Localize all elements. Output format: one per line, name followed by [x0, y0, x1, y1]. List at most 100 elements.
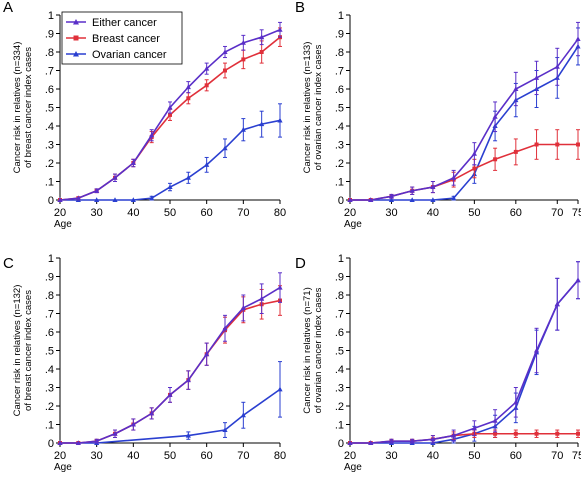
- series-line: [350, 38, 579, 201]
- y-tick-label: .6: [45, 327, 54, 339]
- y-tick-label: .8: [335, 47, 344, 59]
- x-tick-label: 60: [201, 207, 213, 219]
- y-tick-label: .2: [335, 401, 344, 413]
- data-point-triangle: [492, 113, 498, 119]
- x-tick-label: 50: [468, 450, 480, 462]
- y-tick-label: 1: [338, 10, 344, 22]
- y-axis-label: Cancer risk in relatives (n=132)of breas…: [12, 285, 34, 417]
- data-point-triangle: [277, 386, 283, 392]
- data-point-triangle: [554, 64, 560, 69]
- data-point-triangle: [409, 438, 415, 444]
- x-tick-label: 80: [274, 450, 286, 462]
- data-point-square: [534, 142, 539, 147]
- x-tick-label: 30: [385, 450, 397, 462]
- y-tick-label: .3: [45, 140, 54, 152]
- x-tick-label: 70: [237, 207, 249, 219]
- x-tick-label: 70: [551, 450, 563, 462]
- data-point-triangle: [388, 193, 395, 199]
- x-tick-label: 30: [91, 207, 103, 219]
- data-point-triangle: [240, 305, 246, 310]
- y-tick-label: .4: [335, 364, 344, 376]
- data-point-triangle: [185, 175, 191, 180]
- x-tick-label: 70: [237, 450, 249, 462]
- y-tick-label: 1: [48, 253, 54, 265]
- data-point-triangle: [388, 197, 395, 202]
- x-tick-label: 75: [572, 450, 581, 462]
- series-either: [57, 272, 283, 445]
- y-axis-label: Cancer risk in relatives (n=133)of ovari…: [302, 42, 324, 174]
- x-tick-label: 70: [551, 207, 563, 219]
- panel-label: D: [295, 255, 306, 272]
- data-point-triangle: [533, 75, 540, 80]
- data-point-square: [186, 96, 191, 101]
- y-tick-label: .9: [335, 29, 344, 41]
- data-point-triangle: [130, 197, 136, 202]
- data-point-triangle: [57, 197, 63, 202]
- legend-marker: [73, 35, 79, 41]
- data-point-triangle: [451, 175, 457, 180]
- data-point-square: [241, 57, 246, 62]
- y-tick-label: 0: [48, 438, 54, 450]
- data-point-triangle: [94, 187, 100, 193]
- data-point-triangle: [451, 195, 457, 201]
- x-axis-label: Age: [54, 219, 72, 230]
- x-tick-label: 30: [385, 207, 397, 219]
- x-tick-label: 75: [572, 207, 581, 219]
- data-point-triangle: [185, 84, 191, 90]
- series-line: [60, 286, 281, 444]
- x-tick-label: 20: [344, 207, 356, 219]
- y-tick-label: .5: [45, 346, 54, 358]
- x-axis-label: Age: [54, 462, 72, 473]
- panel-label: A: [3, 0, 13, 16]
- panel-a: A 0 .1 .2 .3 .4 .5 .6 .7 .8 .9 1 20 30 40 50 60 70 80 Age Ca…: [3, 0, 286, 230]
- y-tick-label: .4: [45, 364, 54, 376]
- x-tick-label: 40: [127, 207, 139, 219]
- data-point-triangle: [240, 412, 246, 418]
- data-point-triangle: [430, 184, 436, 190]
- y-tick-label: .4: [45, 121, 54, 133]
- series-either: [347, 21, 581, 202]
- data-point-triangle: [204, 162, 210, 167]
- panel-label: B: [295, 0, 305, 16]
- data-point-triangle: [94, 438, 100, 444]
- x-tick-label: 20: [344, 450, 356, 462]
- x-tick-label: 60: [510, 450, 522, 462]
- x-tick-label: 60: [510, 207, 522, 219]
- data-point-triangle: [112, 175, 118, 180]
- y-tick-label: .3: [335, 383, 344, 395]
- y-tick-label: .5: [335, 103, 344, 115]
- panel-d: D 0 .1 .2 .3 .4 .5 .6 .7 .8 .9 1 20 30 40 50 60 70 75 Age Ca…: [295, 253, 581, 473]
- y-tick-label: .6: [45, 84, 54, 96]
- y-tick-label: .1: [45, 420, 54, 432]
- data-point-triangle: [409, 187, 415, 193]
- series-line: [350, 46, 579, 201]
- y-tick-label: .5: [335, 346, 344, 358]
- y-tick-label: 1: [48, 10, 54, 22]
- data-point-triangle: [222, 325, 228, 331]
- y-axis-label: Cancer risk in relatives (n=334)of breas…: [12, 42, 34, 174]
- data-point-triangle: [167, 184, 173, 190]
- data-point-square: [472, 166, 477, 171]
- data-point-triangle: [204, 65, 210, 71]
- data-point-triangle: [409, 197, 415, 202]
- y-tick-label: .9: [45, 272, 54, 284]
- series-ovarian: [347, 27, 581, 202]
- x-tick-label: 40: [127, 450, 139, 462]
- data-point-triangle: [240, 39, 246, 45]
- data-point-square: [513, 149, 518, 154]
- y-tick-label: .2: [45, 158, 54, 170]
- y-tick-label: .4: [335, 121, 344, 133]
- data-point-square: [513, 431, 518, 436]
- data-point-square: [493, 157, 498, 162]
- series-either: [57, 21, 283, 202]
- series-ovarian: [57, 361, 283, 445]
- data-point-triangle: [259, 121, 265, 127]
- series-line: [350, 279, 579, 444]
- data-point-triangle: [240, 126, 246, 132]
- data-point-triangle: [513, 399, 519, 405]
- legend-marker: [73, 19, 79, 25]
- data-point-triangle: [430, 197, 436, 202]
- x-tick-label: 60: [201, 450, 213, 462]
- y-tick-label: .7: [335, 66, 344, 78]
